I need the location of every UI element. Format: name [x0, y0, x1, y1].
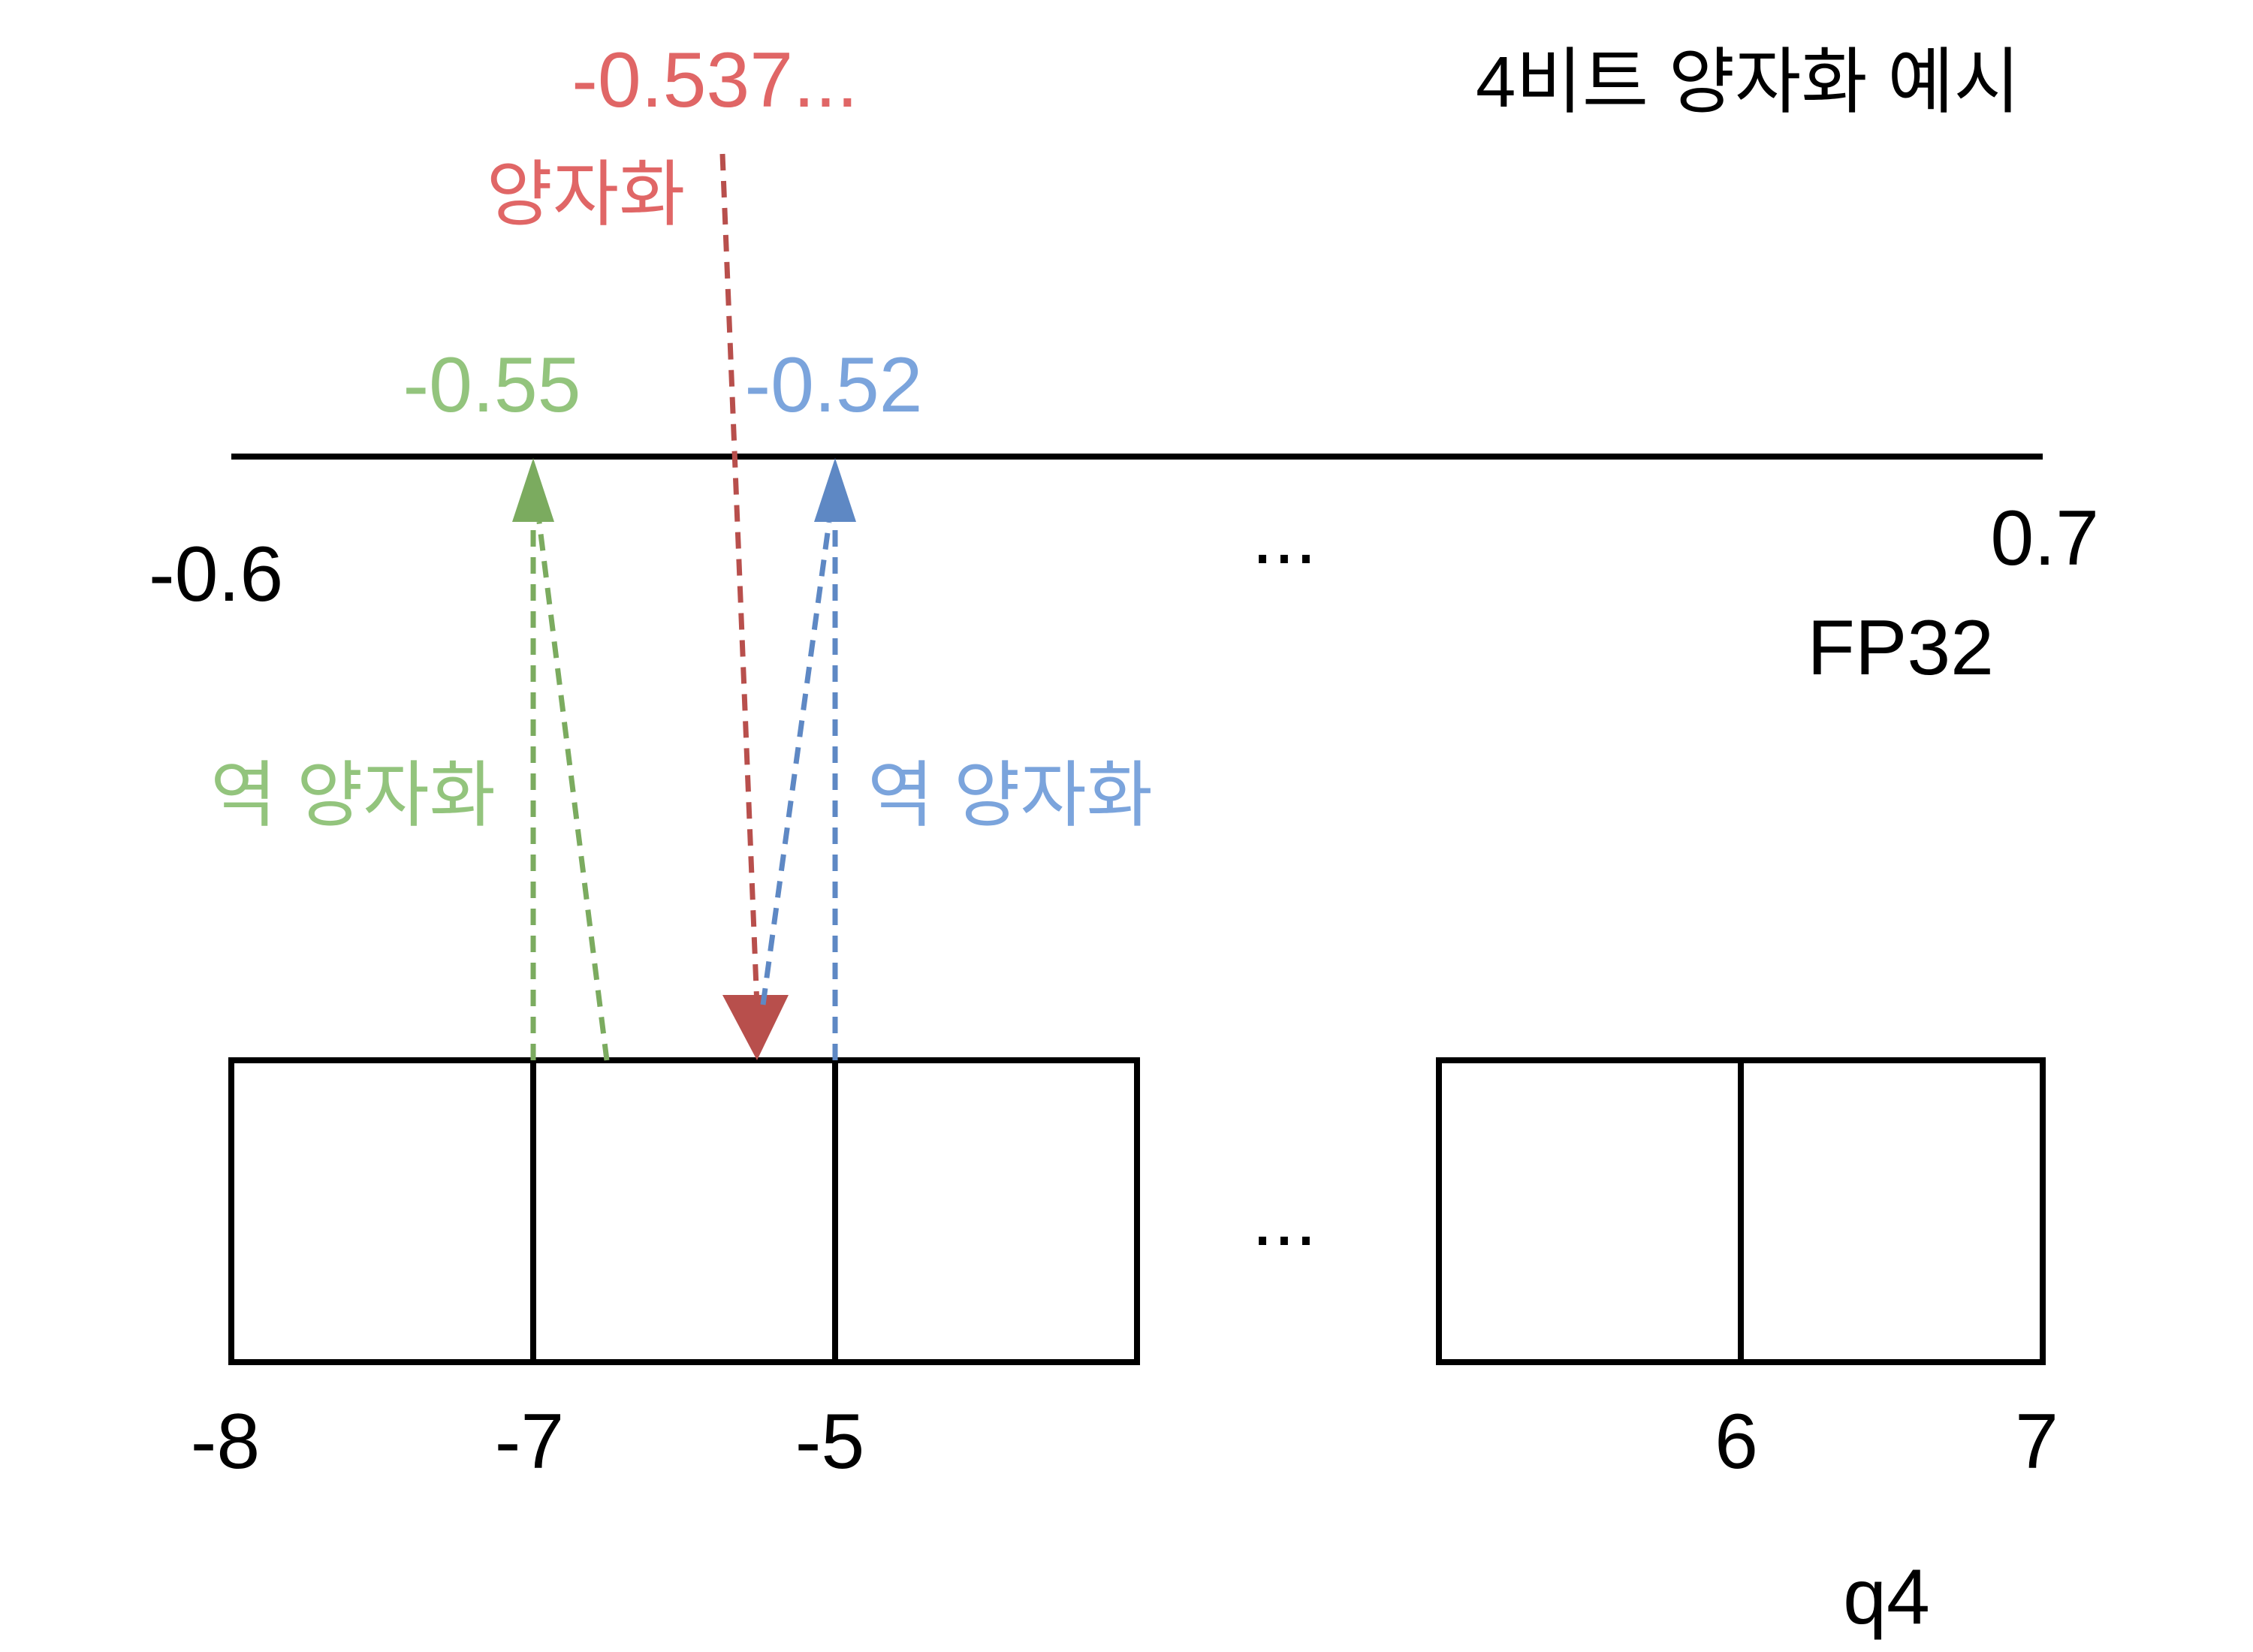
- q4-box: [1738, 1057, 2046, 1365]
- dequant-blue-arrowhead: [814, 458, 856, 522]
- dequant-blue-value-label: -0.52: [744, 342, 922, 429]
- q4-tick-label: 7: [2015, 1398, 2058, 1485]
- q4-tick-label: -5: [795, 1398, 864, 1485]
- q4-box: [832, 1057, 1140, 1365]
- q4-tick-label: -8: [191, 1398, 260, 1485]
- q4-boxes: [228, 1057, 2046, 1365]
- dequant-green-value-label: -0.55: [403, 342, 581, 429]
- q4-ellipsis: ...: [1252, 1175, 1317, 1262]
- fp32-ellipsis: ...: [1252, 493, 1317, 580]
- q4-box: [1436, 1057, 1744, 1365]
- q4-tick-label: -7: [495, 1398, 564, 1485]
- q4-tick-label: 6: [1715, 1398, 1758, 1485]
- q4-box: [530, 1057, 838, 1365]
- fp32-label: FP32: [1807, 604, 1994, 692]
- q4-box: [228, 1057, 536, 1365]
- fp32-max-label: 0.7: [1990, 495, 2099, 582]
- dequant-green-arrowhead: [512, 458, 554, 522]
- quantize-action-label: 양자화: [487, 155, 686, 235]
- dequant-green-arrow-line-slanted: [536, 521, 610, 1061]
- dequant-blue-action-label: 역 양자화: [867, 755, 1153, 836]
- quantize-arrow-line: [719, 153, 760, 1007]
- original-value-label: -0.537...: [572, 37, 858, 124]
- dequant-green-action-label: 역 양자화: [210, 755, 496, 836]
- quantize-arrowhead: [722, 995, 789, 1060]
- fp32-min-label: -0.6: [149, 531, 283, 618]
- diagram-title: 4비트 양자화 예시: [1476, 42, 2020, 122]
- q4-label: q4: [1843, 1554, 1930, 1641]
- dequant-blue-arrow-line-slanted: [760, 521, 832, 1005]
